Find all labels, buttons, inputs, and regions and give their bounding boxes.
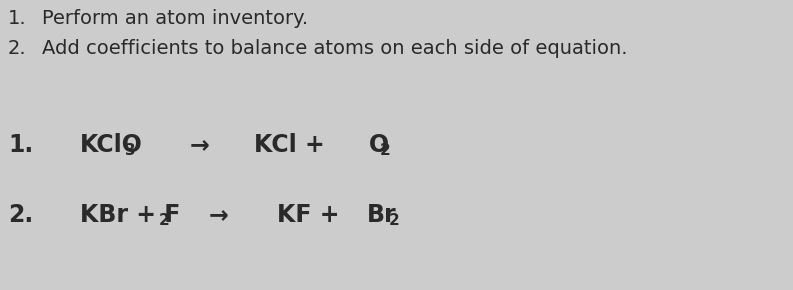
Text: →: → bbox=[209, 203, 229, 227]
Text: KCl +: KCl + bbox=[254, 133, 333, 157]
Text: 1.: 1. bbox=[8, 133, 33, 157]
Text: 3: 3 bbox=[125, 144, 136, 158]
Text: KF +: KF + bbox=[277, 203, 347, 227]
Text: 2: 2 bbox=[380, 144, 390, 158]
Text: 2.: 2. bbox=[8, 39, 27, 57]
Text: Br: Br bbox=[366, 203, 396, 227]
Text: KBr + F: KBr + F bbox=[79, 203, 180, 227]
Text: O: O bbox=[369, 133, 389, 157]
Text: KClO: KClO bbox=[79, 133, 143, 157]
Text: 2.: 2. bbox=[8, 203, 33, 227]
Text: Add coefficients to balance atoms on each side of equation.: Add coefficients to balance atoms on eac… bbox=[42, 39, 627, 57]
Text: 2: 2 bbox=[159, 213, 170, 229]
Text: →: → bbox=[190, 133, 209, 157]
Text: 1.: 1. bbox=[8, 8, 27, 28]
Text: 2: 2 bbox=[389, 213, 400, 229]
Text: Perform an atom inventory.: Perform an atom inventory. bbox=[42, 8, 308, 28]
